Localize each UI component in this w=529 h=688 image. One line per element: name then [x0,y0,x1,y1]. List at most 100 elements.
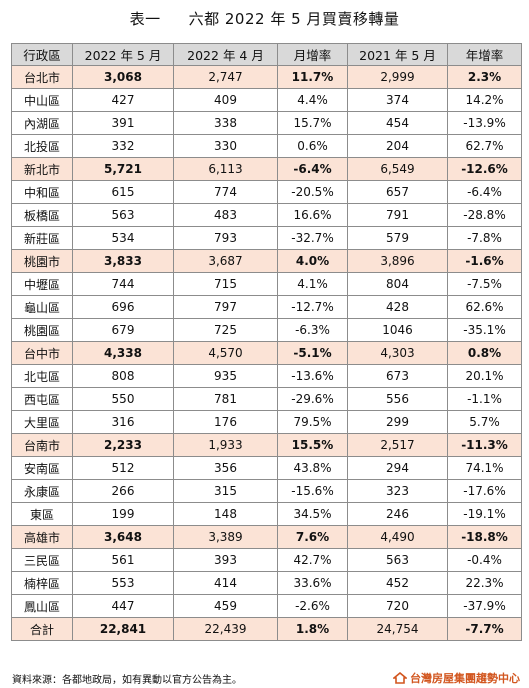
cell-2022-may: 427 [72,88,174,112]
cell-district: 北投區 [11,134,73,158]
cell-2022-apr: 356 [173,456,278,480]
cell-2022-may: 2,233 [72,433,174,457]
table-row: 東區 199 148 34.5% 246 -19.1% [11,502,522,526]
cell-2021-may: 428 [347,295,448,319]
cell-district: 合計 [11,617,73,641]
cell-district: 西屯區 [11,387,73,411]
cell-yoy: -11.3% [447,433,522,457]
cell-district: 板橋區 [11,203,73,227]
cell-mom: -13.6% [277,364,348,388]
cell-district: 台南市 [11,433,73,457]
city-row: 台中市 4,338 4,570 -5.1% 4,303 0.8% [11,341,522,365]
cell-district: 永康區 [11,479,73,503]
cell-district: 台中市 [11,341,73,365]
col-header-mom: 月增率 [277,43,348,66]
cell-mom: -15.6% [277,479,348,503]
footer: 資料來源：各都地政局，如有異動以官方公告為主。 台灣房屋集團趨勢中心 [12,669,520,686]
cell-2021-may: 657 [347,180,448,204]
col-header-2021-may: 2021 年 5 月 [347,43,448,66]
cell-yoy: 62.6% [447,295,522,319]
cell-2021-may: 299 [347,410,448,434]
col-header-yoy: 年增率 [447,43,522,66]
cell-2021-may: 579 [347,226,448,250]
cell-2022-may: 5,721 [72,157,174,181]
cell-mom: 15.7% [277,111,348,135]
cell-mom: 4.4% [277,88,348,112]
table-row: 龜山區 696 797 -12.7% 428 62.6% [11,295,522,319]
cell-mom: 16.6% [277,203,348,227]
cell-district: 新莊區 [11,226,73,250]
cell-2022-apr: 2,747 [173,65,278,89]
cell-yoy: -35.1% [447,318,522,342]
cell-mom: -20.5% [277,180,348,204]
cell-2021-may: 720 [347,594,448,618]
cell-mom: -12.7% [277,295,348,319]
cell-yoy: -18.8% [447,525,522,549]
cell-2022-apr: 797 [173,295,278,319]
cell-yoy: 5.7% [447,410,522,434]
cell-mom: 4.1% [277,272,348,296]
cell-2022-apr: 774 [173,180,278,204]
cell-mom: -32.7% [277,226,348,250]
cell-2021-may: 1046 [347,318,448,342]
cell-2022-apr: 459 [173,594,278,618]
cell-2022-may: 3,068 [72,65,174,89]
table-row: 中和區 615 774 -20.5% 657 -6.4% [11,180,522,204]
cell-yoy: -17.6% [447,479,522,503]
cell-2022-apr: 22,439 [173,617,278,641]
cell-district: 內湖區 [11,111,73,135]
cell-2021-may: 4,490 [347,525,448,549]
cell-mom: 43.8% [277,456,348,480]
city-row: 台南市 2,233 1,933 15.5% 2,517 -11.3% [11,433,522,457]
cell-yoy: -28.8% [447,203,522,227]
cell-2022-apr: 414 [173,571,278,595]
cell-2021-may: 374 [347,88,448,112]
cell-yoy: -6.4% [447,180,522,204]
cell-2022-apr: 3,687 [173,249,278,273]
cell-2022-apr: 338 [173,111,278,135]
cell-district: 中和區 [11,180,73,204]
cell-mom: 4.0% [277,249,348,273]
cell-2022-may: 3,833 [72,249,174,273]
cell-2021-may: 294 [347,456,448,480]
cell-2021-may: 673 [347,364,448,388]
cell-yoy: -0.4% [447,548,522,572]
cell-2022-may: 553 [72,571,174,595]
col-header-2022-apr: 2022 年 4 月 [173,43,278,66]
table-row: 北屯區 808 935 -13.6% 673 20.1% [11,364,522,388]
cell-mom: 1.8% [277,617,348,641]
cell-district: 龜山區 [11,295,73,319]
cell-2022-may: 561 [72,548,174,572]
table-row: 西屯區 550 781 -29.6% 556 -1.1% [11,387,522,411]
cell-2022-apr: 315 [173,479,278,503]
cell-2022-apr: 4,570 [173,341,278,365]
house-logo-icon [393,672,407,684]
brand: 台灣房屋集團趨勢中心 [393,670,520,686]
cell-2022-apr: 935 [173,364,278,388]
cell-2021-may: 791 [347,203,448,227]
cell-mom: 42.7% [277,548,348,572]
cell-mom: -29.6% [277,387,348,411]
cell-yoy: 14.2% [447,88,522,112]
brand-name: 台灣房屋集團趨勢中心 [410,672,520,685]
cell-2021-may: 452 [347,571,448,595]
cell-2022-may: 22,841 [72,617,174,641]
cell-2022-may: 615 [72,180,174,204]
cell-2022-may: 332 [72,134,174,158]
table-row: 楠梓區 553 414 33.6% 452 22.3% [11,571,522,595]
cell-yoy: 20.1% [447,364,522,388]
cell-yoy: -37.9% [447,594,522,618]
cell-yoy: -7.8% [447,226,522,250]
city-row: 新北市 5,721 6,113 -6.4% 6,549 -12.6% [11,157,522,181]
cell-2022-apr: 6,113 [173,157,278,181]
cell-district: 新北市 [11,157,73,181]
table-row: 北投區 332 330 0.6% 204 62.7% [11,134,522,158]
page-title: 表一 六都 2022 年 5 月買賣移轉量 [0,8,529,29]
cell-mom: 0.6% [277,134,348,158]
cell-2022-may: 696 [72,295,174,319]
cell-district: 安南區 [11,456,73,480]
cell-yoy: -19.1% [447,502,522,526]
cell-2022-may: 512 [72,456,174,480]
cell-mom: -6.4% [277,157,348,181]
cell-2022-may: 266 [72,479,174,503]
